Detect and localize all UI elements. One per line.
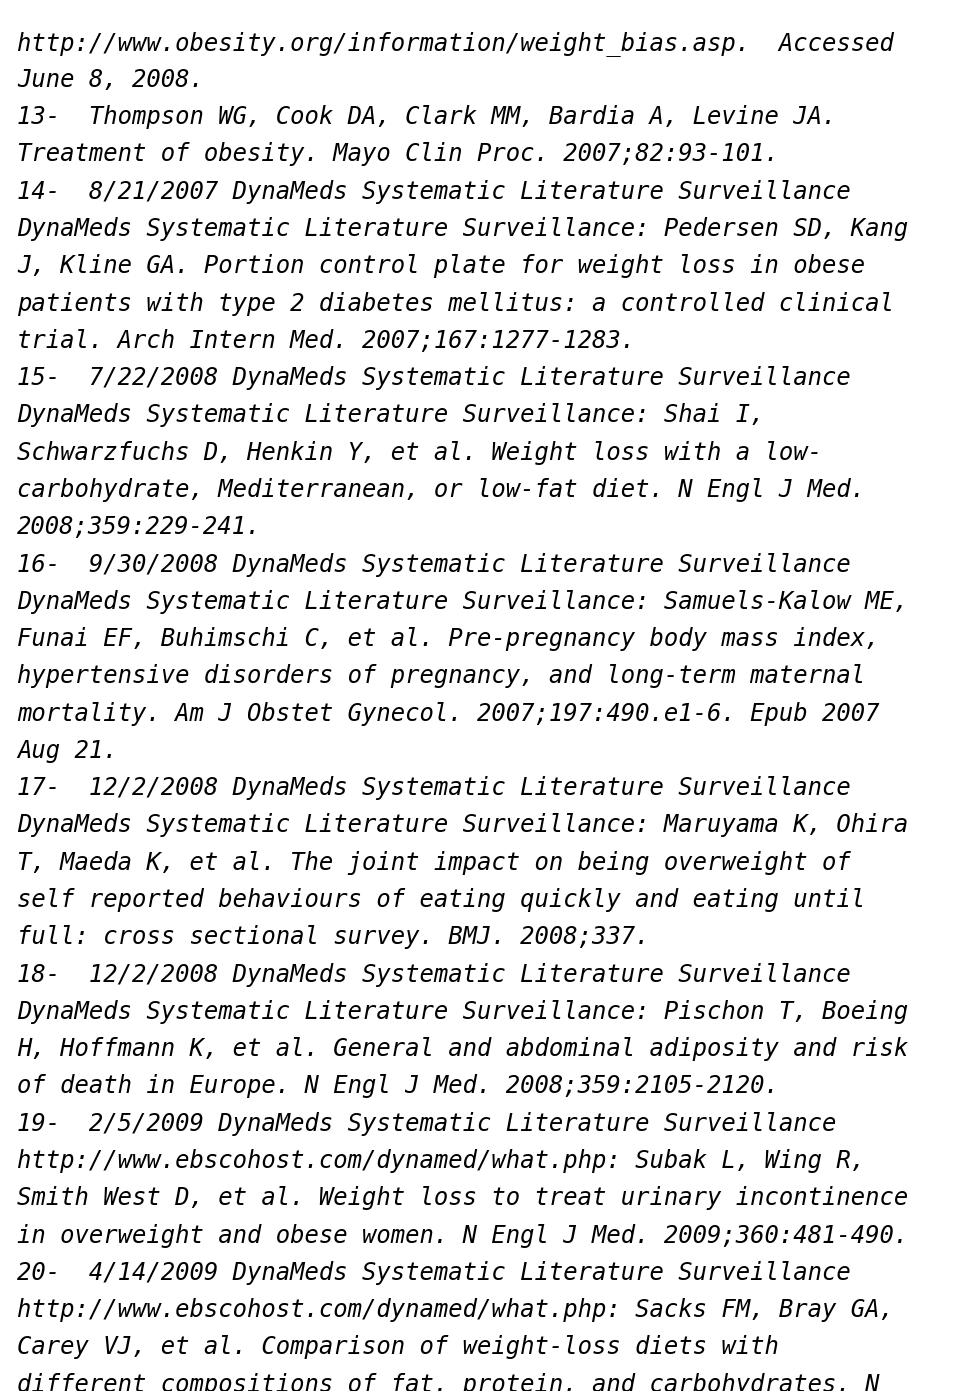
Text: in overweight and obese women. N Engl J Med. 2009;360:481-490.: in overweight and obese women. N Engl J …	[17, 1224, 908, 1248]
Text: Funai EF, Buhimschi C, et al. Pre-pregnancy body mass index,: Funai EF, Buhimschi C, et al. Pre-pregna…	[17, 627, 879, 651]
Text: 18-  12/2/2008 DynaMeds Systematic Literature Surveillance: 18- 12/2/2008 DynaMeds Systematic Litera…	[17, 963, 851, 986]
Text: of death in Europe. N Engl J Med. 2008;359:2105-2120.: of death in Europe. N Engl J Med. 2008;3…	[17, 1074, 780, 1099]
Text: H, Hoffmann K, et al. General and abdominal adiposity and risk: H, Hoffmann K, et al. General and abdomi…	[17, 1038, 908, 1061]
Text: trial. Arch Intern Med. 2007;167:1277-1283.: trial. Arch Intern Med. 2007;167:1277-12…	[17, 328, 636, 353]
Text: Carey VJ, et al. Comparison of weight-loss diets with: Carey VJ, et al. Comparison of weight-lo…	[17, 1335, 780, 1359]
Text: self reported behaviours of eating quickly and eating until: self reported behaviours of eating quick…	[17, 887, 865, 912]
Text: patients with type 2 diabetes mellitus: a controlled clinical: patients with type 2 diabetes mellitus: …	[17, 292, 894, 316]
Text: http://www.obesity.org/information/weight_bias.asp.  Accessed: http://www.obesity.org/information/weigh…	[17, 31, 894, 56]
Text: 19-  2/5/2009 DynaMeds Systematic Literature Surveillance: 19- 2/5/2009 DynaMeds Systematic Literat…	[17, 1111, 837, 1135]
Text: DynaMeds Systematic Literature Surveillance: Shai I,: DynaMeds Systematic Literature Surveilla…	[17, 403, 765, 427]
Text: different compositions of fat, protein, and carbohydrates. N: different compositions of fat, protein, …	[17, 1373, 879, 1391]
Text: hypertensive disorders of pregnancy, and long-term maternal: hypertensive disorders of pregnancy, and…	[17, 665, 865, 689]
Text: Smith West D, et al. Weight loss to treat urinary incontinence: Smith West D, et al. Weight loss to trea…	[17, 1187, 908, 1210]
Text: http://www.ebscohost.com/dynamed/what.php: Subak L, Wing R,: http://www.ebscohost.com/dynamed/what.ph…	[17, 1149, 865, 1173]
Text: carbohydrate, Mediterranean, or low-fat diet. N Engl J Med.: carbohydrate, Mediterranean, or low-fat …	[17, 479, 865, 502]
Text: full: cross sectional survey. BMJ. 2008;337.: full: cross sectional survey. BMJ. 2008;…	[17, 925, 650, 949]
Text: DynaMeds Systematic Literature Surveillance: Samuels-Kalow ME,: DynaMeds Systematic Literature Surveilla…	[17, 590, 908, 613]
Text: mortality. Am J Obstet Gynecol. 2007;197:490.e1-6. Epub 2007: mortality. Am J Obstet Gynecol. 2007;197…	[17, 701, 879, 726]
Text: 2008;359:229-241.: 2008;359:229-241.	[17, 515, 262, 540]
Text: 14-  8/21/2007 DynaMeds Systematic Literature Surveillance: 14- 8/21/2007 DynaMeds Systematic Litera…	[17, 179, 851, 203]
Text: Schwarzfuchs D, Henkin Y, et al. Weight loss with a low-: Schwarzfuchs D, Henkin Y, et al. Weight …	[17, 441, 823, 465]
Text: 16-  9/30/2008 DynaMeds Systematic Literature Surveillance: 16- 9/30/2008 DynaMeds Systematic Litera…	[17, 552, 851, 576]
Text: 15-  7/22/2008 DynaMeds Systematic Literature Surveillance: 15- 7/22/2008 DynaMeds Systematic Litera…	[17, 366, 851, 389]
Text: 17-  12/2/2008 DynaMeds Systematic Literature Surveillance: 17- 12/2/2008 DynaMeds Systematic Litera…	[17, 776, 851, 800]
Text: Treatment of obesity. Mayo Clin Proc. 2007;82:93-101.: Treatment of obesity. Mayo Clin Proc. 20…	[17, 142, 780, 167]
Text: http://www.ebscohost.com/dynamed/what.php: Sacks FM, Bray GA,: http://www.ebscohost.com/dynamed/what.ph…	[17, 1298, 894, 1321]
Text: DynaMeds Systematic Literature Surveillance: Maruyama K, Ohira: DynaMeds Systematic Literature Surveilla…	[17, 814, 908, 837]
Text: Aug 21.: Aug 21.	[17, 739, 118, 762]
Text: J, Kline GA. Portion control plate for weight loss in obese: J, Kline GA. Portion control plate for w…	[17, 255, 865, 278]
Text: DynaMeds Systematic Literature Surveillance: Pischon T, Boeing: DynaMeds Systematic Literature Surveilla…	[17, 1000, 908, 1024]
Text: 13-  Thompson WG, Cook DA, Clark MM, Bardia A, Levine JA.: 13- Thompson WG, Cook DA, Clark MM, Bard…	[17, 106, 837, 129]
Text: June 8, 2008.: June 8, 2008.	[17, 68, 204, 92]
Text: T, Maeda K, et al. The joint impact on being overweight of: T, Maeda K, et al. The joint impact on b…	[17, 851, 851, 875]
Text: 20-  4/14/2009 DynaMeds Systematic Literature Surveillance: 20- 4/14/2009 DynaMeds Systematic Litera…	[17, 1260, 851, 1285]
Text: DynaMeds Systematic Literature Surveillance: Pedersen SD, Kang: DynaMeds Systematic Literature Surveilla…	[17, 217, 908, 241]
